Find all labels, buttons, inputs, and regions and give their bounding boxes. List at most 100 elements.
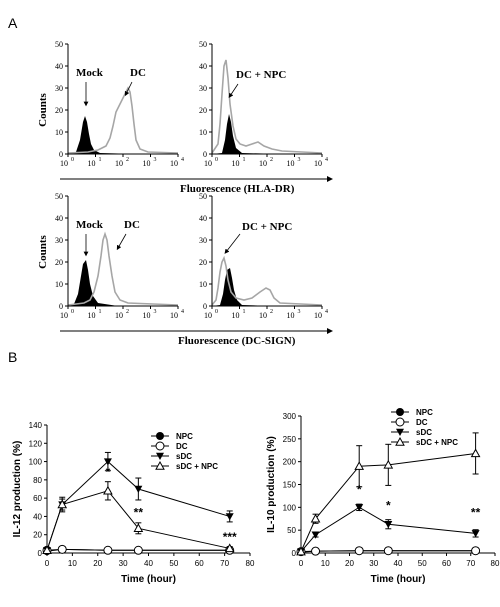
series-dc [296,546,481,557]
x-tick-exponent: 0 [215,157,218,163]
data-point [383,546,393,556]
y-tick-label: 250 [283,435,297,444]
x-tick-exponent: 0 [71,157,74,163]
x-tick-label: 40 [144,559,153,568]
data-point [310,513,321,523]
significance-label: ** [134,505,144,519]
y-tick-label: 0 [292,549,297,558]
il12-chart: 0 20 40 60 80 100 120 140 0 10 20 30 40 50 60 70 80 Time … [12,421,255,585]
x-tick-label: 10 [88,311,96,320]
legend-label: NPC [416,408,433,417]
x-tick-label: 10 [232,159,240,168]
x-tick-label: 80 [246,559,255,568]
x-tick-exponent: 1 [243,157,246,163]
legend-label: DC [176,442,188,451]
dc-label: DC [124,219,140,231]
y-tick-label: 50 [199,192,207,201]
x-axis-title-row1: Fluorescence (HLA-DR) [180,183,295,195]
data-point [57,499,68,509]
x-tick-exponent: 4 [181,309,184,315]
y-tick-label: 50 [287,526,296,535]
x-tick-label: 10 [287,159,295,168]
x-tick-exponent: 2 [126,309,129,315]
y-tick-label: 50 [55,40,63,49]
y-tick-label: 50 [55,192,63,201]
x-tick-label: 10 [287,311,295,320]
x-tick-label: 20 [345,559,354,568]
x-tick-exponent: 2 [270,157,273,163]
y-tick-label: 140 [29,421,43,430]
x-tick-exponent: 2 [126,157,129,163]
data-point [57,544,67,554]
y-tick-label: 0 [59,302,63,311]
x-tick-label: 70 [220,559,229,568]
y-tick-label: 40 [199,62,207,71]
significance-label: * [357,483,362,497]
il10-chart: 0 50 100 150 200 250 300 0 10 20 30 40 50 60 70 80 Time … [266,408,500,585]
x-tick-label: 10 [314,159,322,168]
x-tick-label: 70 [466,559,475,568]
legend-label: DC [416,418,428,427]
data-point [354,461,365,470]
data-point [155,460,165,470]
x-tick-label: 10 [68,559,77,568]
data-point [224,543,235,553]
y-axis-title: IL-12 production (%) [12,441,23,538]
x-tick-label: 10 [60,311,68,320]
y-tick-label: 300 [283,412,297,421]
y-tick-label: 150 [283,481,297,490]
y-tick-label: 200 [283,458,297,467]
series-sdc-npc [296,432,481,556]
y-tick-label: 100 [283,503,297,512]
x-tick-label: 10 [143,311,151,320]
x-tick-label: 50 [169,559,178,568]
data-point [155,441,165,451]
y-tick-label: 40 [199,214,207,223]
x-tick-exponent: 1 [99,157,102,163]
y-tick-label: 20 [33,531,42,540]
data-point [103,545,113,555]
x-tick-label: 10 [170,159,178,168]
x-tick-label: 40 [394,559,403,568]
histogram-hla-mock-dc: Mock DC [67,44,179,155]
data-point [395,436,405,446]
x-tick-label: 30 [119,559,128,568]
x-tick-label: 10 [321,559,330,568]
data-point [311,546,321,556]
histogram-mock-filled [68,260,118,306]
y-tick-label: 40 [33,512,42,521]
dc-npc-label: DC + NPC [236,69,286,81]
y-tick-label: 30 [199,236,207,245]
x-tick-label: 10 [232,311,240,320]
y-tick-label: 30 [55,84,63,93]
y-tick-label: 10 [199,128,207,137]
data-point [225,513,234,521]
y-tick-label: 80 [33,476,42,485]
dc-npc-arrow [228,83,239,98]
histogram-dcsign-mock-dc: Mock DC [67,196,179,307]
x-tick-label: 10 [60,159,68,168]
y-tick-label: 0 [38,549,43,558]
y-tick-label: 60 [33,494,42,503]
data-point [103,458,112,466]
x-tick-label: 0 [45,559,50,568]
histogram-mock-filled [68,116,138,154]
x-axis-title: Time (hour) [121,574,176,585]
data-point [471,546,481,556]
data-point [383,459,394,469]
data-point [311,531,320,539]
legend-label: sDC + NPC [416,438,458,447]
x-tick-label: 10 [88,159,96,168]
x-tick-label: 0 [299,559,304,568]
y-tick-label: 30 [55,236,63,245]
y-tick-label: 40 [55,62,63,71]
legend-label: sDC [416,428,432,437]
x-tick-exponent: 2 [270,309,273,315]
x-axis-title-row2: Fluorescence (DC-SIGN) [178,335,296,347]
y-tick-label: 120 [29,439,43,448]
